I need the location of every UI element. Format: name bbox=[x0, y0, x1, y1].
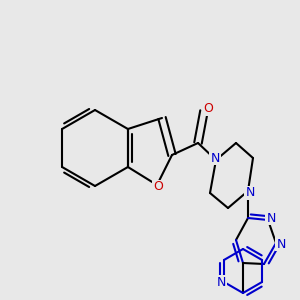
Text: O: O bbox=[203, 103, 213, 116]
Text: N: N bbox=[245, 187, 255, 200]
Text: N: N bbox=[266, 212, 276, 224]
Text: N: N bbox=[216, 275, 226, 289]
Text: O: O bbox=[153, 181, 163, 194]
Text: N: N bbox=[210, 152, 220, 164]
Text: N: N bbox=[276, 238, 286, 250]
